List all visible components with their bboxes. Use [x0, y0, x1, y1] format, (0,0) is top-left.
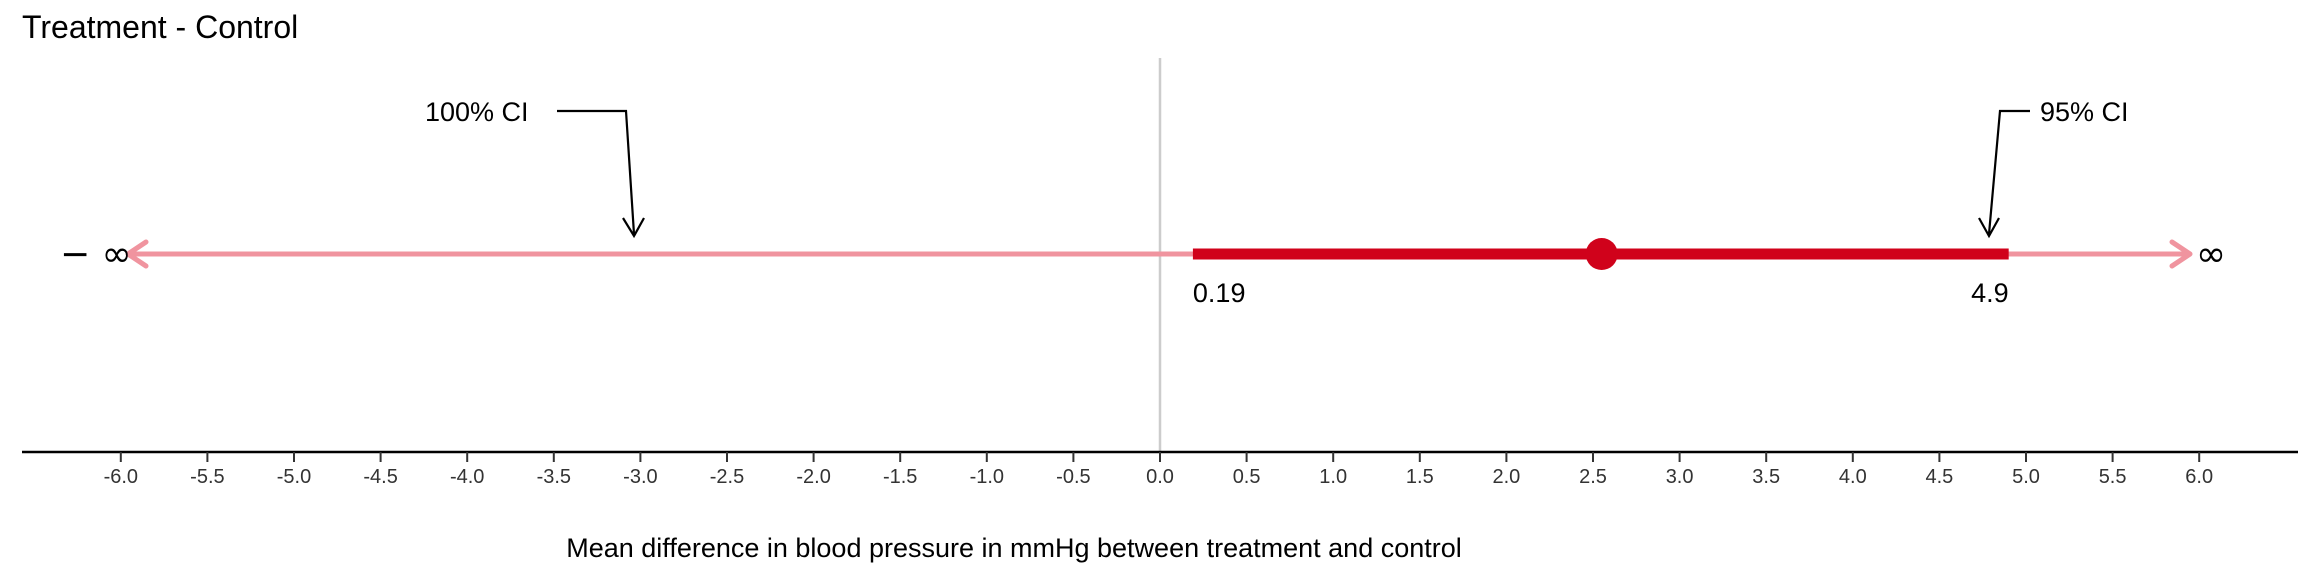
x-tick-label: 0.5: [1233, 466, 1261, 488]
ci95-upper-label: 4.9: [1971, 278, 2009, 308]
x-tick-label: -1.0: [970, 466, 1004, 488]
ci100-left-arrowhead: [125, 239, 149, 269]
x-tick-label: 1.5: [1406, 466, 1434, 488]
x-axis-label: Mean difference in blood pressure in mmH…: [566, 533, 1462, 563]
x-tick-label: 2.0: [1492, 466, 1520, 488]
x-tick-label: -6.0: [104, 466, 138, 488]
x-tick-label: -3.0: [623, 466, 657, 488]
x-tick-label: -0.5: [1056, 466, 1090, 488]
x-tick-label: -4.5: [363, 466, 397, 488]
ci100-right-arrowhead: [2169, 239, 2193, 269]
x-tick-label: 1.0: [1319, 466, 1347, 488]
chart-title: Treatment - Control: [22, 9, 298, 45]
x-tick-label: -2.0: [796, 466, 830, 488]
ci95-annotation: 95% CI: [2040, 97, 2129, 127]
neg-infinity-label: − ∞: [60, 234, 132, 275]
ci95-annotation-arrow: [1978, 109, 2030, 239]
x-tick-label: 5.0: [2012, 466, 2040, 488]
x-tick-label: -2.5: [710, 466, 744, 488]
x-tick-label: 5.5: [2099, 466, 2127, 488]
ci100-annotation-arrow: [557, 109, 645, 239]
x-tick-label: -3.5: [537, 466, 571, 488]
x-tick-label: 3.5: [1752, 466, 1780, 488]
pos-infinity-label: ∞: [2196, 234, 2226, 275]
point-estimate: [1585, 238, 1618, 270]
x-tick-label: 6.0: [2185, 466, 2213, 488]
x-tick-label: 4.0: [1839, 466, 1867, 488]
x-tick-label: 0.0: [1146, 466, 1174, 488]
x-tick-label: -5.0: [277, 466, 311, 488]
x-tick-label: 4.5: [1925, 466, 1953, 488]
x-tick-label: 3.0: [1666, 466, 1694, 488]
ci100-annotation: 100% CI: [425, 97, 529, 127]
x-axis-ticks: -6.0 -5.5 -5.0 -4.5 -4.0 -3.5 -3.0 -2.5 -2.0 -1.5…: [104, 452, 2213, 488]
ci95-lower-label: 0.19: [1193, 278, 1246, 308]
x-tick-label: -5.5: [190, 466, 224, 488]
x-tick-label: -4.0: [450, 466, 484, 488]
x-tick-label: -1.5: [883, 466, 917, 488]
x-tick-label: 2.5: [1579, 466, 1607, 488]
